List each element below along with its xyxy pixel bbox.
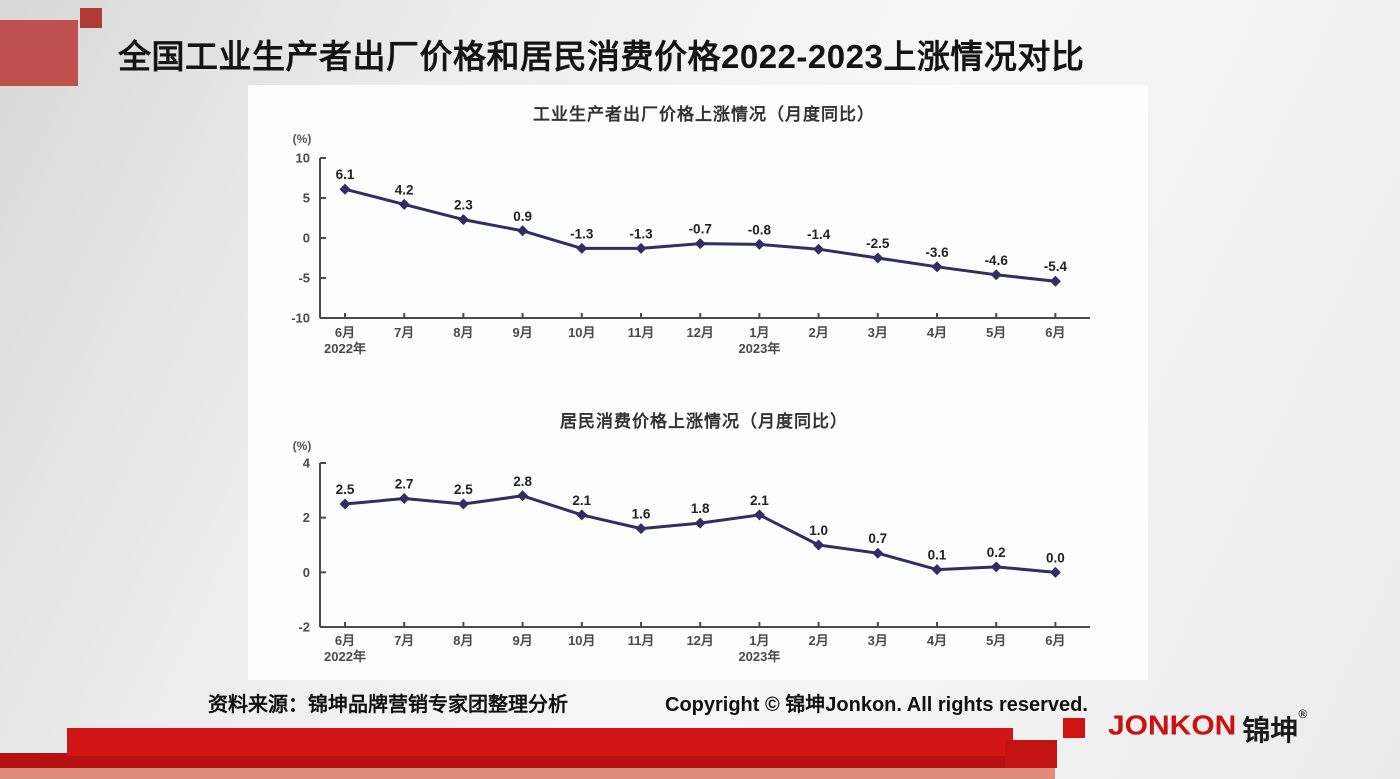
- svg-text:7月: 7月: [394, 633, 414, 648]
- svg-text:4月: 4月: [927, 325, 947, 340]
- svg-text:2.1: 2.1: [750, 493, 769, 508]
- registered-trademark-icon: ®: [1298, 707, 1308, 721]
- svg-text:6.1: 6.1: [336, 167, 355, 182]
- ppi-line-chart: 工业生产者出厂价格上涨情况（月度同比） (%) 10 5 0 -5 -10 6月 7月 8月 9月 1…: [291, 104, 1090, 356]
- svg-text:10: 10: [296, 151, 310, 166]
- svg-text:12月: 12月: [686, 325, 713, 340]
- svg-text:0.0: 0.0: [1046, 550, 1065, 565]
- svg-text:0.9: 0.9: [513, 209, 532, 224]
- svg-text:1月: 1月: [749, 325, 769, 340]
- svg-text:2月: 2月: [808, 633, 828, 648]
- svg-text:(%): (%): [293, 132, 312, 146]
- svg-text:6月: 6月: [1045, 633, 1065, 648]
- svg-text:6月: 6月: [335, 325, 355, 340]
- logo-cjk-text: 锦坤: [1242, 715, 1299, 746]
- svg-text:-5.4: -5.4: [1044, 259, 1068, 274]
- svg-text:1.6: 1.6: [632, 507, 651, 522]
- svg-text:-10: -10: [291, 311, 310, 326]
- svg-text:12月: 12月: [686, 633, 713, 648]
- svg-text:11月: 11月: [628, 633, 655, 648]
- svg-text:10月: 10月: [568, 633, 595, 648]
- logo-latin-text: JONKON: [1108, 710, 1237, 741]
- svg-text:居民消费价格上涨情况（月度同比）: 居民消费价格上涨情况（月度同比）: [560, 411, 848, 431]
- svg-text:0: 0: [303, 231, 310, 246]
- svg-text:2: 2: [303, 510, 310, 525]
- svg-text:2.5: 2.5: [336, 482, 355, 497]
- svg-text:-0.7: -0.7: [689, 222, 712, 237]
- svg-text:9月: 9月: [512, 633, 532, 648]
- svg-text:3月: 3月: [868, 633, 888, 648]
- svg-text:-1.3: -1.3: [629, 226, 653, 241]
- svg-text:-5: -5: [298, 271, 310, 286]
- svg-text:8月: 8月: [453, 633, 473, 648]
- decor-banner-salmon-bar: [0, 768, 1055, 779]
- svg-text:0.1: 0.1: [928, 548, 947, 563]
- jonkon-logo: JONKON 锦坤 ®: [1108, 707, 1308, 749]
- svg-text:-0.8: -0.8: [748, 222, 772, 237]
- cpi-line-chart: 居民消费价格上涨情况（月度同比） (%) 4 2 0 -2 6月 7月 8月 9月 10月 11月 12…: [293, 411, 1090, 664]
- svg-text:5: 5: [303, 191, 310, 206]
- svg-text:2023年: 2023年: [738, 341, 780, 356]
- svg-text:-2.5: -2.5: [866, 236, 890, 251]
- svg-text:2.1: 2.1: [572, 493, 591, 508]
- svg-text:8月: 8月: [453, 325, 473, 340]
- svg-text:10月: 10月: [568, 325, 595, 340]
- svg-text:6月: 6月: [1045, 325, 1065, 340]
- svg-text:2022年: 2022年: [324, 341, 366, 356]
- svg-text:2.3: 2.3: [454, 198, 473, 213]
- svg-text:-2: -2: [298, 619, 310, 634]
- svg-text:-4.6: -4.6: [985, 253, 1009, 268]
- svg-text:2.7: 2.7: [395, 477, 414, 492]
- svg-text:-1.3: -1.3: [570, 226, 594, 241]
- svg-text:工业生产者出厂价格上涨情况（月度同比）: 工业生产者出厂价格上涨情况（月度同比）: [533, 104, 875, 124]
- decor-banner-dark-bar: [0, 753, 1057, 768]
- copyright-note: Copyright © 锦坤Jonkon. All rights reserve…: [665, 694, 1088, 716]
- source-note: 资料来源：锦坤品牌营销专家团整理分析: [208, 694, 568, 716]
- svg-text:4.2: 4.2: [395, 182, 414, 197]
- chart-panel: 工业生产者出厂价格上涨情况（月度同比） (%) 10 5 0 -5 -10 6月 7月 8月 9月 1…: [248, 85, 1148, 680]
- svg-text:2.5: 2.5: [454, 482, 473, 497]
- svg-text:0.7: 0.7: [868, 531, 887, 546]
- svg-text:9月: 9月: [512, 325, 532, 340]
- svg-text:-3.6: -3.6: [925, 245, 949, 260]
- svg-text:2022年: 2022年: [324, 649, 366, 664]
- svg-text:6月: 6月: [335, 633, 355, 648]
- svg-text:5月: 5月: [986, 633, 1006, 648]
- decor-red-square-small: [80, 8, 102, 28]
- svg-text:2.8: 2.8: [513, 474, 532, 489]
- svg-text:1月: 1月: [749, 633, 769, 648]
- svg-text:4月: 4月: [927, 633, 947, 648]
- svg-text:(%): (%): [293, 439, 312, 453]
- svg-text:7月: 7月: [394, 325, 414, 340]
- svg-text:1.8: 1.8: [691, 501, 710, 516]
- svg-text:3月: 3月: [868, 325, 888, 340]
- svg-text:0: 0: [303, 565, 310, 580]
- svg-text:4: 4: [303, 456, 311, 471]
- svg-text:2月: 2月: [808, 325, 828, 340]
- decor-red-square-large: [0, 20, 78, 86]
- decor-banner-step-block: [1005, 740, 1057, 768]
- svg-text:-1.4: -1.4: [807, 227, 831, 242]
- decor-banner-red-bar: [67, 728, 1013, 756]
- svg-text:1.0: 1.0: [809, 523, 828, 538]
- decor-logo-red-square: [1063, 718, 1085, 738]
- svg-text:2023年: 2023年: [738, 649, 780, 664]
- svg-text:11月: 11月: [628, 325, 655, 340]
- page-title: 全国工业生产者出厂价格和居民消费价格2022-2023上涨情况对比: [118, 38, 1085, 75]
- svg-text:0.2: 0.2: [987, 545, 1006, 560]
- svg-text:5月: 5月: [986, 325, 1006, 340]
